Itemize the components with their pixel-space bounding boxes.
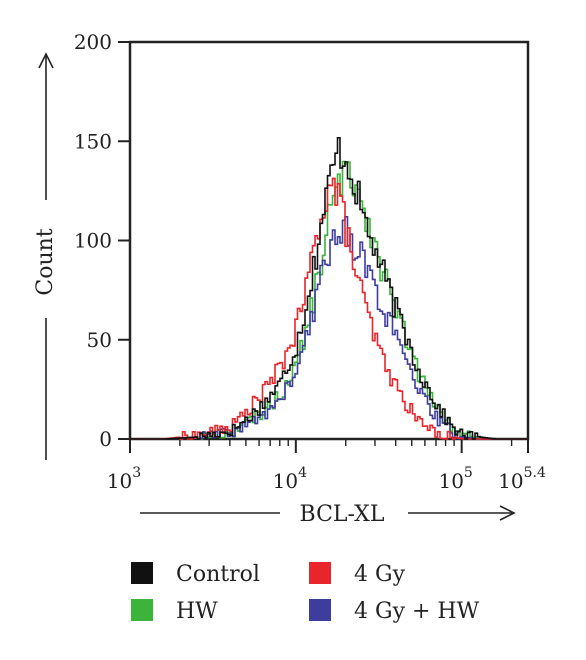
- y-tick-label: 200: [74, 30, 112, 54]
- x-tick-label: 105.4: [498, 465, 546, 493]
- series-layer: [130, 137, 528, 440]
- series-line-4-gy: [130, 177, 528, 440]
- y-arrow-head: [38, 52, 54, 69]
- series-line-control: [130, 137, 528, 440]
- legend-swatch-4gy-hw: [309, 599, 331, 621]
- y-axis-ticks: 0 50 100 150 200: [74, 30, 130, 451]
- series-line-4-gy-hw: [130, 215, 528, 440]
- legend-swatch-hw: [131, 599, 153, 621]
- legend-label-control: Control: [176, 562, 260, 587]
- legend-label-4gy-hw: 4 Gy + HW: [354, 599, 480, 624]
- legend-swatch-4gy: [309, 562, 331, 584]
- x-arrow-head: [499, 505, 516, 521]
- legend-label-4gy: 4 Gy: [354, 562, 406, 587]
- legend: Control 4 Gy HW 4 Gy + HW: [131, 562, 480, 624]
- legend-label-hw: HW: [176, 599, 218, 624]
- x-tick-label: 103: [107, 465, 141, 493]
- x-tick-label: 104: [273, 465, 307, 493]
- plot-frame: [128, 40, 530, 441]
- y-tick-label: 150: [74, 129, 112, 153]
- y-tick-label: 50: [87, 328, 112, 352]
- x-tick-label: 105: [438, 465, 472, 493]
- legend-swatch-control: [131, 562, 153, 584]
- series-line-hw: [130, 160, 528, 440]
- y-tick-label: 0: [99, 427, 112, 451]
- x-axis-tick-labels: 103 104 105 105.4: [107, 465, 546, 493]
- y-tick-label: 100: [74, 229, 112, 253]
- x-axis-ticks: [129, 439, 529, 453]
- y-axis-title: Count: [33, 228, 58, 295]
- x-axis-title: BCL-XL: [300, 502, 385, 527]
